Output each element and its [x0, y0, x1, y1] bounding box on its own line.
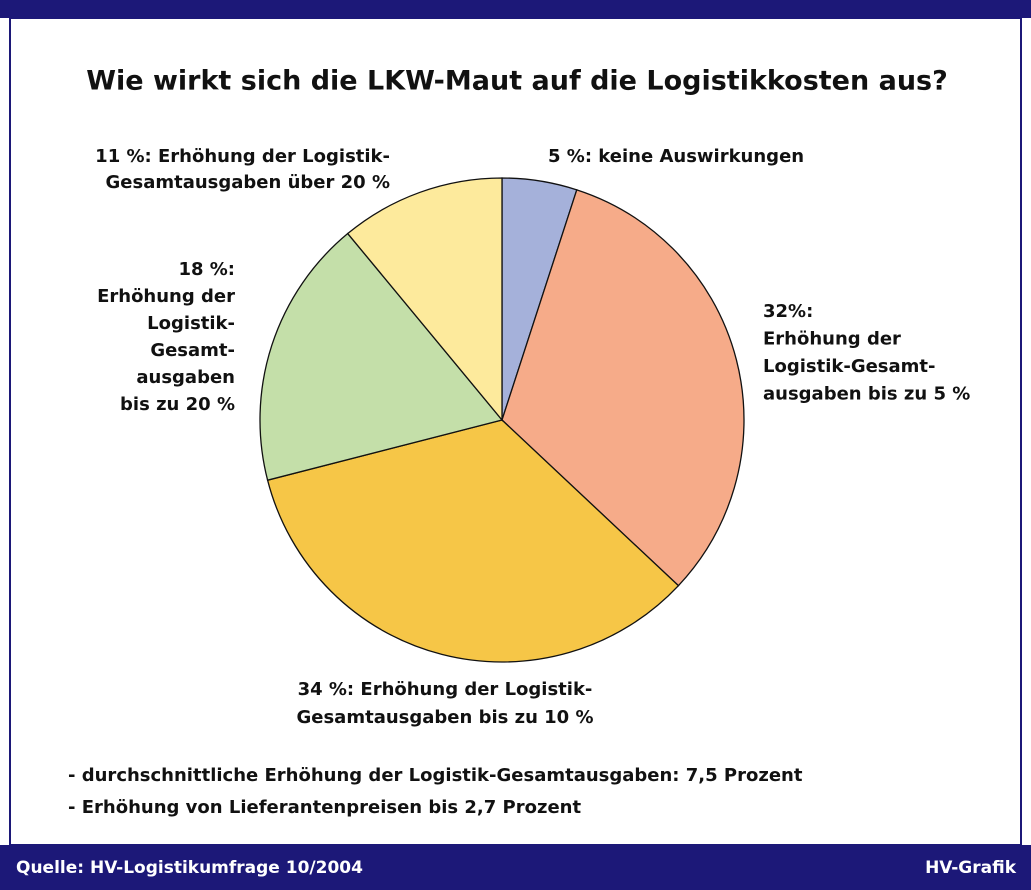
slice-label: 11 %: Erhöhung der Logistik-	[95, 146, 390, 167]
pie-slice	[346, 177, 503, 422]
slice-label: Gesamt-	[150, 340, 235, 361]
slice-label: Erhöhung der	[763, 329, 901, 350]
slice-label: ausgaben bis zu 5 %	[763, 384, 970, 405]
slice-label: Erhöhung der	[97, 286, 235, 307]
top-band	[0, 0, 1031, 18]
note: - durchschnittliche Erhöhung der Logisti…	[68, 765, 803, 786]
slice-label: bis zu 20 %	[120, 394, 235, 415]
slice-label: 32%:	[763, 301, 813, 322]
slice-label: ausgaben	[136, 367, 235, 388]
slice-label: Gesamtausgaben bis zu 10 %	[296, 707, 593, 728]
slice-label: Logistik-Gesamt-	[763, 356, 936, 377]
note: - Erhöhung von Lieferantenpreisen bis 2,…	[68, 797, 581, 818]
chart-title: Wie wirkt sich die LKW-Maut auf die Logi…	[86, 66, 948, 97]
slice-label: 18 %:	[178, 259, 235, 280]
source: Quelle: HV-Logistikumfrage 10/2004	[16, 858, 363, 878]
pie-slice	[259, 232, 504, 481]
pie-slice	[501, 189, 745, 587]
slice-label: 5 %: keine Auswirkungen	[548, 146, 804, 167]
bottom-band	[0, 845, 1031, 890]
pie-slice	[266, 419, 680, 663]
slice-label: Gesamtausgaben über 20 %	[106, 172, 390, 193]
credit: HV-Grafik	[925, 858, 1017, 878]
slice-label: 34 %: Erhöhung der Logistik-	[298, 679, 593, 700]
slice-label: Logistik-	[147, 313, 235, 334]
